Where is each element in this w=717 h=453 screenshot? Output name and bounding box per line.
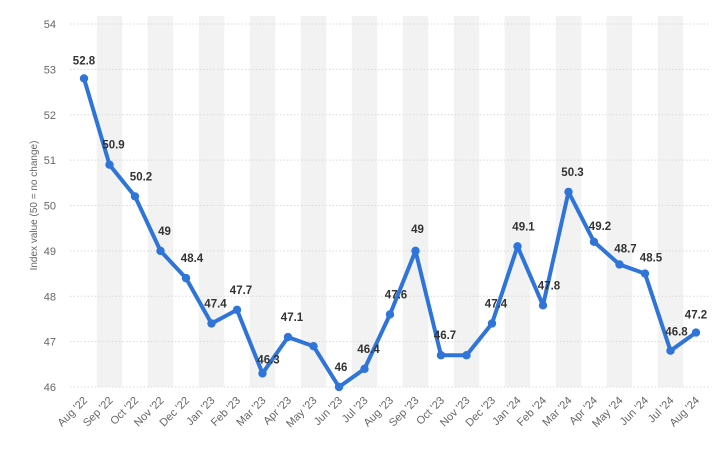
y-tick-label: 54 — [44, 19, 56, 31]
y-tick-label: 48 — [44, 291, 56, 303]
data-label: 50.2 — [130, 171, 152, 183]
category-band — [147, 16, 174, 387]
data-point — [589, 237, 599, 246]
data-point — [691, 328, 701, 337]
x-tick-label: Jun '23 — [312, 395, 345, 428]
data-point — [615, 260, 624, 269]
data-point — [360, 364, 369, 374]
category-band — [249, 16, 276, 387]
data-labels: 52.850.950.24948.447.447.746.347.14646.4… — [73, 55, 707, 374]
data-point — [462, 351, 471, 360]
data-label: 52.8 — [73, 55, 96, 67]
y-tick-label: 50 — [44, 201, 56, 213]
data-point — [207, 319, 216, 328]
y-tick-label: 49 — [44, 246, 56, 258]
category-band — [198, 16, 225, 387]
data-label: 49.1 — [512, 221, 535, 233]
category-band — [300, 16, 327, 387]
category-band — [402, 16, 429, 387]
data-label: 50.9 — [102, 140, 124, 152]
data-point — [385, 310, 395, 319]
y-tick-label: 52 — [44, 110, 56, 122]
data-point — [538, 301, 548, 310]
data-point — [283, 332, 293, 342]
data-label: 49.2 — [589, 221, 611, 233]
data-label: 48.7 — [614, 243, 636, 255]
data-point — [487, 319, 497, 328]
category-band — [453, 16, 480, 387]
y-tick-label: 51 — [44, 155, 56, 167]
data-label: 46.3 — [257, 354, 279, 366]
data-label: 47.1 — [281, 312, 304, 324]
data-point — [411, 246, 420, 256]
data-point — [309, 341, 318, 351]
data-point — [564, 187, 573, 197]
data-point — [640, 269, 650, 278]
data-label: 47.4 — [485, 298, 508, 310]
data-point — [181, 273, 191, 283]
category-band — [96, 16, 123, 387]
data-points — [79, 74, 701, 392]
data-label: 47.6 — [385, 289, 407, 301]
category-band — [555, 16, 582, 387]
data-label: 50.3 — [561, 167, 583, 179]
data-label: 48.4 — [181, 253, 204, 265]
data-point — [79, 74, 89, 83]
data-label: 49 — [411, 224, 424, 236]
data-point — [105, 160, 114, 169]
category-bands — [96, 16, 684, 387]
category-band — [504, 16, 531, 387]
data-point — [130, 192, 140, 201]
data-label: 48.5 — [640, 253, 663, 265]
data-label: 47.8 — [538, 280, 561, 292]
data-label: 47.2 — [685, 310, 707, 322]
data-point — [232, 305, 242, 315]
data-label: 46.7 — [434, 330, 456, 342]
data-point — [258, 369, 267, 378]
data-point — [334, 382, 344, 392]
y-axis-label: Index value (50 = no change) — [29, 141, 40, 271]
y-tick-label: 46 — [44, 382, 56, 394]
data-point — [666, 346, 675, 355]
data-label: 47.4 — [204, 298, 227, 310]
data-point — [513, 242, 522, 251]
data-label: 46 — [335, 362, 348, 374]
data-point — [156, 246, 165, 256]
x-tick-label: Jun '24 — [618, 395, 651, 428]
data-label: 46.4 — [357, 344, 380, 356]
data-label: 46.8 — [665, 327, 688, 339]
data-point — [436, 351, 446, 360]
data-label: 49 — [158, 226, 171, 238]
y-axis-ticks: 46 47 48 49 50 51 52 53 54 — [44, 19, 56, 394]
y-tick-label: 53 — [44, 64, 56, 76]
y-tick-label: 47 — [44, 337, 56, 349]
data-label: 47.7 — [230, 285, 252, 297]
category-band — [606, 16, 633, 387]
category-band — [351, 16, 378, 387]
